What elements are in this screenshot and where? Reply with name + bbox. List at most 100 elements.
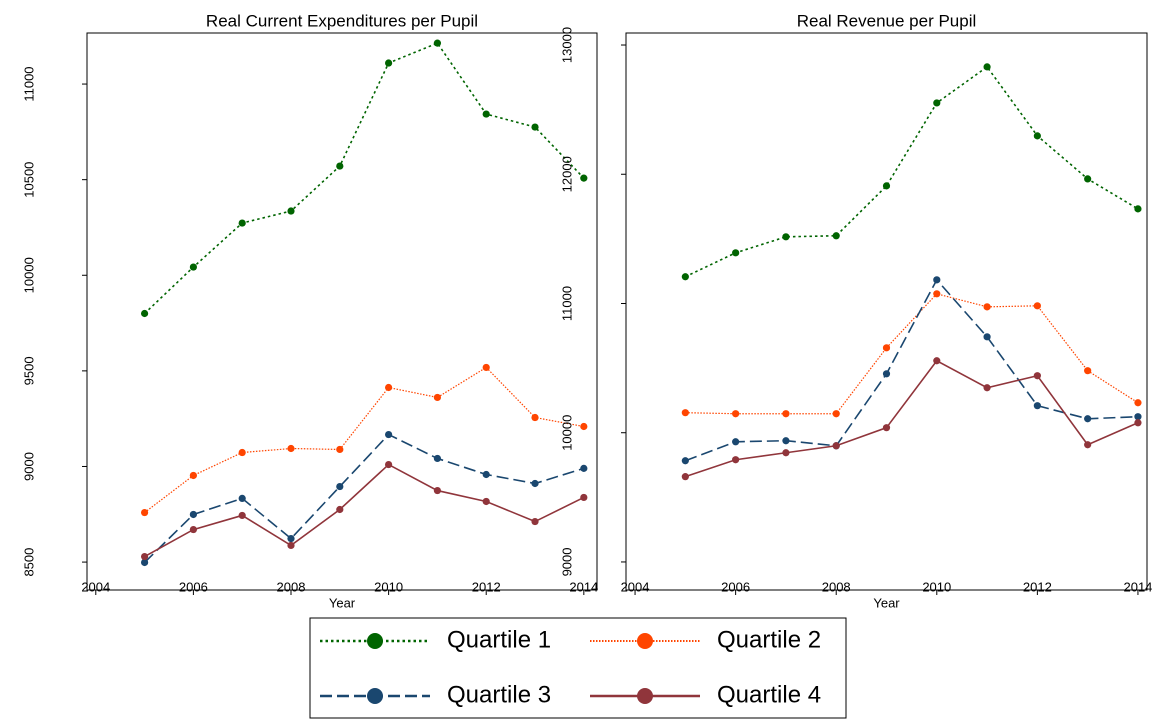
point — [1134, 399, 1142, 407]
y-tick-label: 11000 — [21, 66, 36, 101]
plot-frame — [86, 32, 598, 591]
point — [681, 409, 689, 417]
x-tick-label: 2008 — [277, 579, 306, 594]
point — [882, 424, 891, 432]
point — [832, 442, 840, 450]
point — [531, 413, 539, 422]
point — [732, 456, 740, 464]
point — [782, 410, 790, 418]
point — [531, 517, 539, 526]
point — [482, 497, 490, 506]
legend-label: Quartile 3 — [447, 681, 551, 708]
point — [1134, 413, 1142, 421]
legend-marker — [637, 688, 653, 704]
point — [385, 383, 393, 392]
point — [782, 449, 790, 457]
point — [238, 494, 246, 503]
x-tick-label: 2014 — [569, 579, 598, 594]
legend-box — [309, 617, 847, 719]
x-tick-label: 2006 — [179, 579, 208, 594]
point — [832, 410, 840, 418]
point — [189, 510, 197, 519]
y-tick-label: 11000 — [559, 286, 574, 321]
point — [882, 370, 891, 378]
point — [385, 460, 393, 469]
point — [140, 552, 149, 561]
point — [189, 263, 197, 271]
point — [287, 541, 295, 550]
point — [482, 363, 490, 372]
point — [1134, 419, 1142, 427]
point — [732, 249, 740, 257]
point — [1033, 372, 1041, 380]
series-line — [144, 463, 585, 558]
point — [433, 393, 442, 402]
panel-title: Real Current Expenditures per Pupil — [206, 11, 478, 30]
point — [933, 276, 941, 284]
y-tick-label: 10000 — [21, 257, 36, 293]
point — [238, 448, 246, 457]
y-tick-label: 9000 — [559, 547, 574, 576]
point — [336, 482, 344, 491]
series-line — [144, 433, 585, 564]
point — [433, 454, 442, 463]
point — [189, 525, 197, 534]
point — [933, 290, 941, 298]
legend-label: Quartile 4 — [717, 681, 821, 708]
legend-marker — [367, 688, 383, 704]
point — [580, 464, 588, 472]
x-tick-label: 2012 — [1023, 579, 1052, 594]
point — [580, 493, 588, 502]
point — [882, 344, 891, 352]
x-tick-label: 2010 — [922, 579, 951, 594]
x-tick-label: 2008 — [822, 579, 851, 594]
panel-title: Real Revenue per Pupil — [797, 11, 977, 30]
series-line — [685, 293, 1139, 415]
point — [1033, 132, 1041, 140]
x-tick-label: 2004 — [621, 579, 650, 594]
point — [732, 410, 740, 418]
point — [983, 63, 991, 71]
y-tick-label: 10000 — [559, 415, 574, 451]
point — [681, 457, 689, 465]
point — [336, 162, 344, 170]
point — [681, 473, 689, 481]
point — [140, 508, 149, 517]
point — [336, 445, 344, 454]
series-line — [144, 42, 585, 315]
point — [140, 558, 149, 567]
series-line — [684, 65, 1139, 278]
y-tick-label: 9000 — [21, 452, 36, 481]
point — [189, 471, 197, 480]
point — [681, 273, 689, 281]
y-tick-label: 13000 — [559, 27, 574, 63]
x-tick-label: 2006 — [721, 579, 750, 594]
y-tick-label: 10500 — [21, 162, 36, 198]
legend-label: Quartile 1 — [447, 626, 551, 653]
series-line — [685, 278, 1138, 462]
point — [140, 309, 149, 318]
point — [933, 99, 941, 107]
point — [385, 59, 393, 67]
y-tick-label: 8500 — [21, 548, 36, 577]
point — [482, 110, 490, 118]
point — [1033, 302, 1041, 310]
point — [531, 479, 539, 488]
point — [482, 470, 490, 479]
plot-frame — [625, 32, 1148, 591]
point — [1084, 415, 1092, 423]
point — [832, 232, 840, 240]
point — [580, 174, 588, 182]
point — [287, 534, 295, 543]
point — [1033, 402, 1041, 410]
point — [732, 438, 740, 446]
point — [287, 207, 295, 215]
point — [882, 182, 891, 190]
point — [531, 123, 539, 131]
x-tick-label: 2014 — [1123, 579, 1152, 594]
x-tick-label: 2010 — [374, 579, 403, 594]
point — [238, 219, 246, 227]
legend-marker — [367, 633, 383, 649]
